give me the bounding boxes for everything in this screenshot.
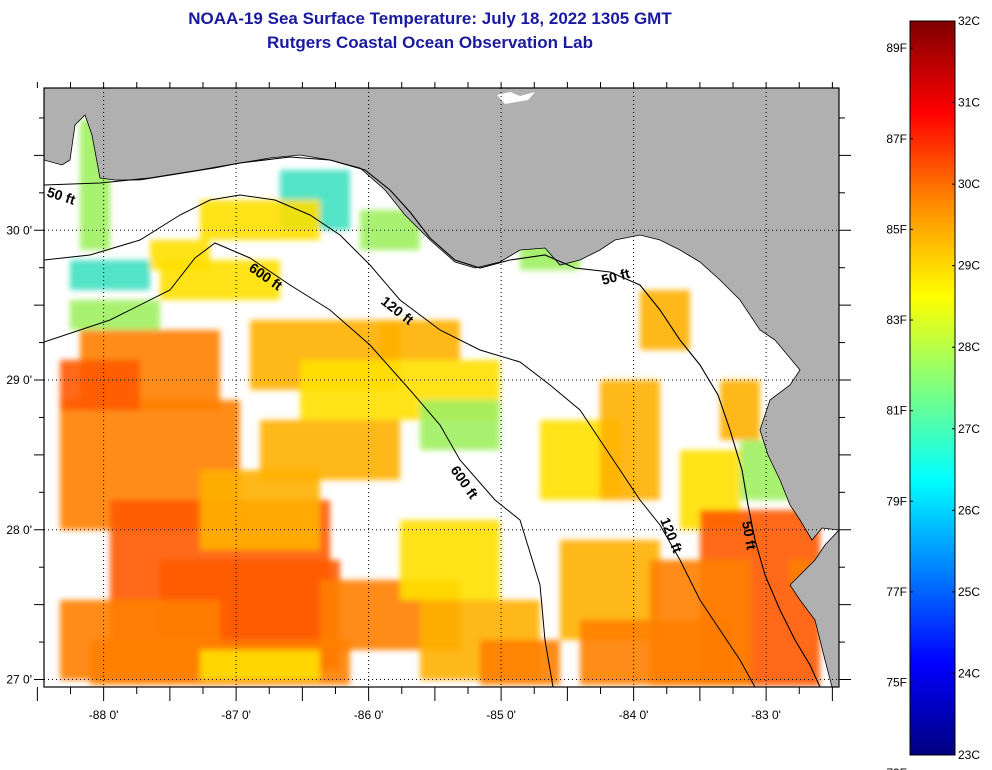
contour-600ft — [44, 242, 554, 687]
colorbar-label-fahrenheit: 89F — [886, 41, 907, 55]
map-subtitle: Rutgers Coastal Ocean Observation Lab — [267, 33, 593, 52]
plot-frame — [43, 87, 840, 688]
colorbar-label-fahrenheit: 81F — [886, 404, 907, 418]
colorbar-label-fahrenheit: 79F — [886, 494, 907, 508]
sst-patch — [640, 290, 690, 350]
sst-patch — [70, 300, 160, 330]
lon-tick-label: -84 0' — [619, 708, 649, 722]
colorbar-label-fahrenheit: 87F — [886, 132, 907, 146]
contour-label-50ft-south: 50 ft — [739, 520, 760, 551]
sst-field — [60, 120, 830, 686]
colorbar-label-fahrenheit: 73F — [886, 766, 907, 770]
sst-patch — [420, 400, 500, 450]
sst-patch — [720, 380, 760, 440]
colorbar-label-celsius: 32C — [958, 14, 980, 28]
colorbar-label-fahrenheit: 77F — [886, 585, 907, 599]
sst-patch — [150, 240, 210, 270]
land-mass — [44, 88, 839, 541]
colorbar-label-fahrenheit: 85F — [886, 222, 907, 236]
lat-tick-label: 30 0' — [6, 223, 32, 237]
lat-tick-label: 29 0' — [6, 373, 32, 387]
sst-patch — [260, 420, 400, 480]
contour-50ft — [44, 156, 821, 687]
small-island — [497, 92, 535, 104]
colorbar-label-celsius: 28C — [958, 340, 980, 354]
sst-patch — [200, 200, 320, 240]
plot-area: 50 ft 50 ft 50 ft 120 ft 120 ft 600 ft 6… — [44, 88, 839, 687]
contour-120ft — [44, 194, 756, 687]
sst-patch — [200, 470, 320, 550]
lat-tick-label: 28 0' — [6, 523, 32, 537]
axis-labels: -88 0' -87 0' -86 0' -85 0' -84 0' -83 0' 30 0… — [6, 223, 781, 722]
colorbar-label-celsius: 31C — [958, 96, 980, 110]
colorbar-label-fahrenheit: 75F — [886, 676, 907, 690]
colorbar-labels: 32C 31C 30C 29C 28C 27C 26C 25C 24C 23C 89F 87F 85F 8… — [886, 14, 980, 770]
lon-tick-label: -88 0' — [89, 708, 119, 722]
lon-tick-label: -83 0' — [751, 708, 781, 722]
sst-patch — [400, 520, 500, 600]
lat-tick-label: 27 0' — [6, 673, 32, 687]
lon-tick-label: -85 0' — [486, 708, 516, 722]
sst-patch — [60, 360, 140, 410]
colorbar — [909, 20, 956, 756]
sst-patch — [200, 650, 320, 680]
sst-patch — [380, 320, 460, 360]
graticule — [44, 88, 839, 687]
map-title: NOAA-19 Sea Surface Temperature: July 18… — [188, 9, 672, 28]
sst-patch — [600, 380, 660, 500]
colorbar-label-celsius: 29C — [958, 259, 980, 273]
contour-label-50ft-east: 50 ft — [600, 265, 632, 288]
colorbar-label-celsius: 23C — [958, 748, 980, 762]
colorbar-label-celsius: 30C — [958, 177, 980, 191]
lon-tick-label: -87 0' — [221, 708, 251, 722]
axis-ticks — [34, 82, 851, 701]
colorbar-label-celsius: 26C — [958, 503, 980, 517]
land-tampa-peninsula — [789, 529, 839, 687]
sst-patch — [480, 640, 560, 685]
sst-patch — [650, 560, 750, 686]
colorbar-label-celsius: 27C — [958, 422, 980, 436]
sst-patch — [70, 260, 150, 290]
colorbar-label-celsius: 25C — [958, 585, 980, 599]
lon-tick-label: -86 0' — [354, 708, 384, 722]
colorbar-label-fahrenheit: 83F — [886, 313, 907, 327]
colorbar-label-celsius: 24C — [958, 666, 980, 680]
